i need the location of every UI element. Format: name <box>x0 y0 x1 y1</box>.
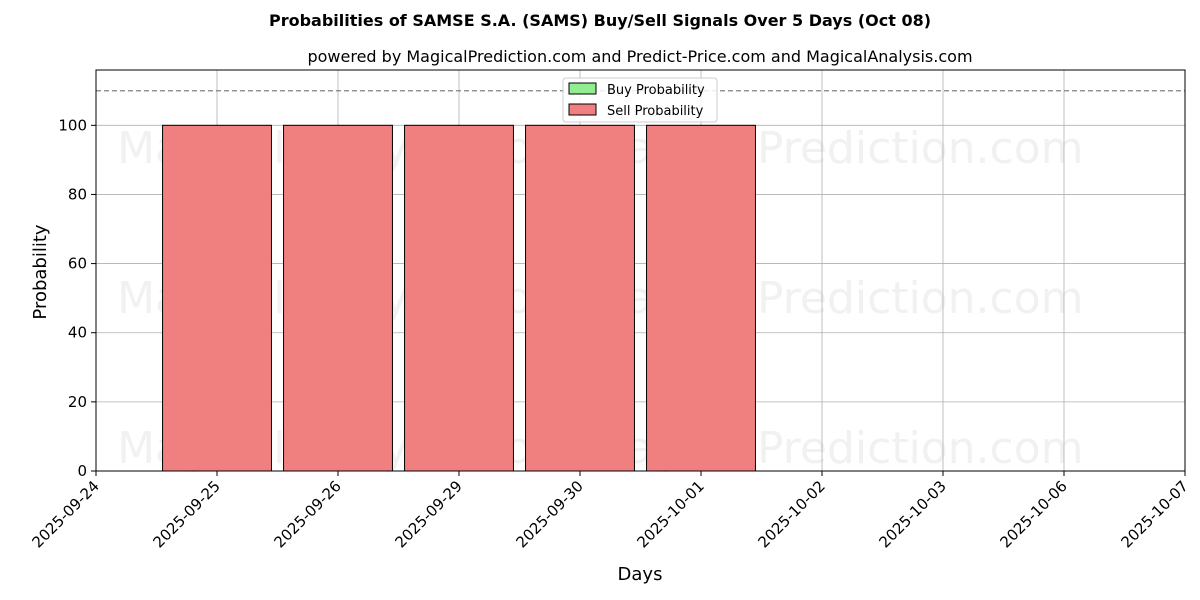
x-tick-label: 2025-09-26 <box>270 477 344 551</box>
chart-subtitle: powered by MagicalPrediction.com and Pre… <box>307 47 972 66</box>
sell-bar <box>646 124 756 472</box>
x-tick-label: 2025-09-29 <box>391 477 465 551</box>
sell-bar <box>525 124 635 472</box>
legend-label-buy: Buy Probability <box>607 83 705 98</box>
sell-bar <box>283 124 393 472</box>
legend-label-sell: Sell Probability <box>607 104 704 119</box>
y-tick-label: 40 <box>68 324 87 342</box>
x-tick-label: 2025-09-24 <box>28 477 102 551</box>
bars <box>162 124 756 472</box>
x-axis: 2025-09-24 2025-09-25 2025-09-26 2025-09-29… <box>28 471 1192 551</box>
legend: Buy Probability Sell Probability <box>562 77 718 123</box>
x-tick-label: 2025-10-02 <box>754 477 828 551</box>
y-tick-label: 100 <box>58 116 87 134</box>
y-tick-label: 80 <box>68 185 87 203</box>
x-tick-label: 2025-10-06 <box>996 477 1070 551</box>
chart-title: Probabilities of SAMSE S.A. (SAMS) Buy/S… <box>269 11 931 30</box>
plot-frame <box>95 69 1186 472</box>
y-axis-label: Probability <box>30 224 51 319</box>
legend-swatch-sell <box>568 103 597 116</box>
x-tick-label: 2025-10-07 <box>1117 477 1191 551</box>
y-tick-label: 60 <box>68 255 87 273</box>
legend-box <box>562 77 718 123</box>
legend-swatch-buy <box>568 82 597 95</box>
x-tick-label: 2025-09-30 <box>512 477 586 551</box>
sell-bar <box>162 124 272 472</box>
y-axis: 0 20 40 60 80 100 <box>58 116 96 480</box>
x-axis-label: Days <box>618 564 663 585</box>
x-tick-label: 2025-10-01 <box>633 477 707 551</box>
sell-bar <box>404 124 514 472</box>
y-tick-label: 20 <box>68 393 87 411</box>
x-tick-label: 2025-10-03 <box>875 477 949 551</box>
x-tick-label: 2025-09-25 <box>149 477 223 551</box>
y-tick-label: 0 <box>77 462 87 480</box>
